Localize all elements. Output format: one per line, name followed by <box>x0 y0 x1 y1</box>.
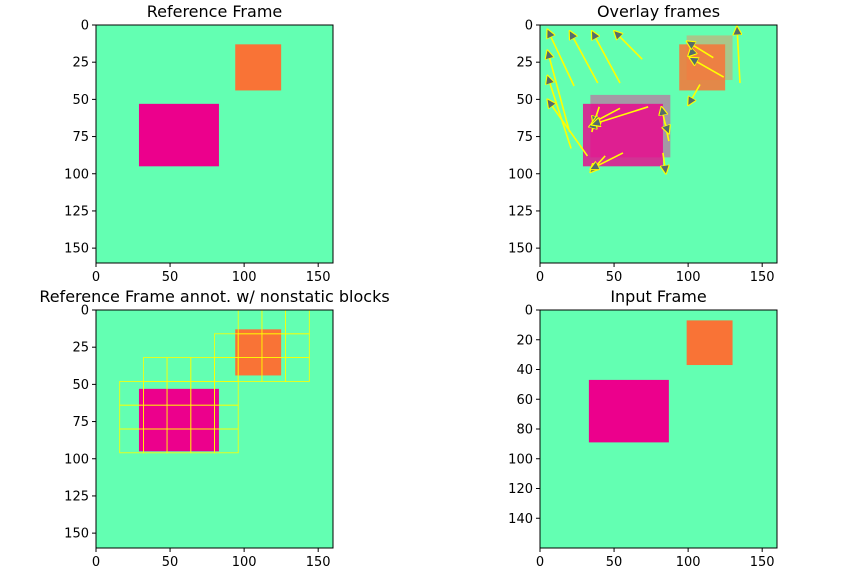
panel-title: Overlay frames <box>597 2 720 21</box>
y-tick-label: 80 <box>516 423 533 438</box>
y-tick-label: 60 <box>516 393 533 408</box>
axes-frame <box>539 24 778 264</box>
motion-arrow <box>592 106 649 125</box>
motion-arrow <box>590 152 624 169</box>
y-tick-label: 150 <box>508 242 533 257</box>
magenta-block <box>582 103 663 167</box>
x-tick-label: 100 <box>676 555 701 570</box>
x-tick-label: 50 <box>606 270 623 285</box>
y-tick-label: 25 <box>72 341 89 356</box>
y-tick-label: 150 <box>64 242 89 257</box>
x-tick-label: 100 <box>676 270 701 285</box>
y-tick-label: 125 <box>64 204 89 219</box>
orange-block <box>235 329 282 376</box>
y-tick-label: 100 <box>508 452 533 467</box>
motion-arrow <box>547 76 572 149</box>
motion-arrow <box>690 58 725 78</box>
x-tick-label: 150 <box>750 270 775 285</box>
nonstatic-block <box>285 357 310 382</box>
y-tick-label: 25 <box>516 56 533 71</box>
y-tick-label: 50 <box>72 378 89 393</box>
motion-arrow <box>688 52 692 56</box>
x-tick-label: 0 <box>92 555 100 570</box>
y-tick-label: 0 <box>81 304 89 319</box>
axes-frame <box>95 24 334 264</box>
panel-input-frame: 0 50 100 150 0 20 40 60 80 100 120 140 Input Frame <box>508 287 778 570</box>
y-tick-label: 100 <box>508 167 533 182</box>
y-tick-label: 100 <box>64 167 89 182</box>
panel-title: Input Frame <box>610 287 706 306</box>
x-tick-label: 50 <box>162 270 179 285</box>
x-tick-label: 50 <box>162 555 179 570</box>
y-tick-label: 125 <box>508 204 533 219</box>
nonstatic-block <box>214 428 239 454</box>
y-tick-label: 50 <box>516 93 533 108</box>
magenta-block <box>138 388 219 452</box>
motion-arrow <box>664 121 668 134</box>
x-tick-label: 50 <box>606 555 623 570</box>
y-tick-label: 50 <box>72 93 89 108</box>
magenta-block <box>138 103 219 167</box>
y-tick-label: 40 <box>516 363 533 378</box>
y-tick-label: 0 <box>525 19 533 34</box>
y-tick-label: 120 <box>508 482 533 497</box>
y-tick-label: 75 <box>72 130 89 145</box>
panel-title: Reference Frame annot. w/ nonstatic bloc… <box>39 287 389 306</box>
y-tick-label: 0 <box>81 19 89 34</box>
x-tick-label: 100 <box>232 555 257 570</box>
y-tick-label: 140 <box>508 512 533 527</box>
motion-arrow <box>737 26 740 84</box>
y-tick-label: 25 <box>72 56 89 71</box>
magenta-block <box>588 379 669 443</box>
motion-arrow <box>688 84 701 106</box>
motion-arrow <box>663 152 666 174</box>
x-tick-label: 150 <box>750 555 775 570</box>
panel-title: Reference Frame <box>147 2 283 21</box>
x-tick-label: 100 <box>232 270 257 285</box>
orange-block <box>686 320 733 366</box>
motion-arrow <box>570 31 599 84</box>
y-tick-label: 20 <box>516 333 533 348</box>
motion-arrow <box>547 29 575 87</box>
y-tick-label: 150 <box>64 527 89 542</box>
y-tick-label: 125 <box>64 489 89 504</box>
y-tick-label: 75 <box>516 130 533 145</box>
orange-block <box>235 44 282 91</box>
axes-frame <box>95 309 334 549</box>
y-tick-label: 75 <box>72 415 89 430</box>
motion-arrow <box>547 50 571 133</box>
x-tick-label: 150 <box>306 270 331 285</box>
x-tick-label: 0 <box>92 270 100 285</box>
motion-arrow <box>614 31 643 60</box>
motion-arrow <box>687 41 714 59</box>
motion-arrow <box>592 31 621 84</box>
x-tick-label: 150 <box>306 555 331 570</box>
x-tick-label: 0 <box>536 270 544 285</box>
y-tick-label: 0 <box>525 304 533 319</box>
motion-arrow <box>547 99 589 157</box>
y-tick-label: 100 <box>64 452 89 467</box>
x-tick-label: 0 <box>536 555 544 570</box>
